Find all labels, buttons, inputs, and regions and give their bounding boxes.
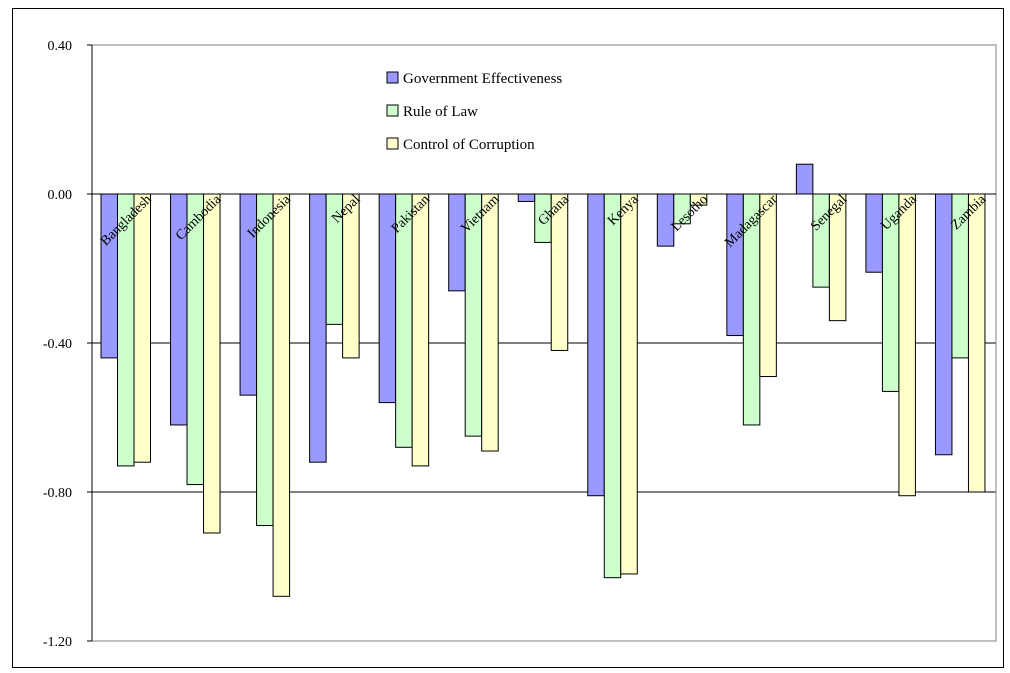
y-tick-label: -0.80 [43, 486, 72, 501]
bar-control-of-corruption-pakistan [411, 193, 430, 467]
legend-label: Control of Corruption [403, 137, 535, 153]
bar-government-effectiveness-nepal [309, 193, 327, 463]
legend-label: Government Effectiveness [403, 71, 562, 87]
bar-government-effectiveness-ghana [517, 193, 536, 202]
y-tick-label: -1.20 [43, 635, 72, 650]
y-tick-label: 0.40 [48, 39, 73, 54]
bar-control-of-corruption-zambia [967, 193, 986, 493]
bar-control-of-corruption-uganda [898, 193, 916, 497]
bar-control-of-corruption-cambodia [203, 193, 221, 534]
bar-government-effectiveness-zambia [934, 193, 953, 456]
legend-swatch [386, 71, 399, 84]
legend-label: Rule of Law [403, 104, 478, 120]
bar-rule-of-law-indonesia [256, 193, 274, 527]
legend-swatch [386, 104, 399, 117]
y-tick-label: -0.40 [43, 337, 72, 352]
y-tick-label: 0.00 [48, 188, 73, 203]
y-axis: 0.40 0.00 -0.40 -0.80 -1.20 [43, 39, 93, 650]
bar-government-effectiveness-kenya [587, 193, 605, 497]
bar-government-effectiveness-senegal [795, 163, 814, 195]
legend-box [374, 60, 634, 168]
bar-government-effectiveness-madagascar [726, 193, 744, 337]
bar-control-of-corruption-kenya [620, 193, 638, 575]
legend: Government Effectiveness Rule of Law Contr… [374, 60, 634, 168]
bar-control-of-corruption-indonesia [272, 193, 291, 597]
bar-government-effectiveness-bangladesh [100, 193, 118, 359]
bar-control-of-corruption-madagascar [759, 193, 777, 378]
bar-control-of-corruption-vietnam [481, 193, 499, 452]
legend-swatch [386, 137, 399, 150]
bar-government-effectiveness-vietnam [448, 193, 466, 292]
bar-control-of-corruption-bangladesh [133, 193, 151, 463]
bar-rule-of-law-kenya [603, 193, 622, 579]
bars [100, 163, 986, 597]
bar-government-effectiveness-uganda [865, 193, 883, 273]
